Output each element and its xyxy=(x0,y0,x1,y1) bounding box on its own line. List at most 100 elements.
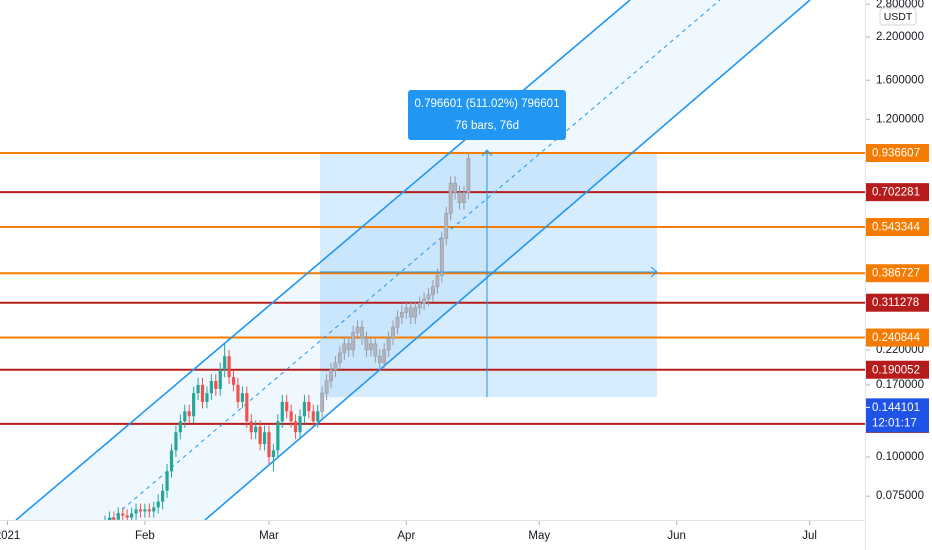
candle-body xyxy=(337,352,342,364)
candle-body xyxy=(258,426,262,445)
candle-body xyxy=(165,471,169,491)
candle-body xyxy=(209,380,213,394)
level-label-box xyxy=(866,144,929,163)
candle-body xyxy=(422,298,426,304)
candle-body xyxy=(245,393,249,422)
y-tick-label: 0.220000 xyxy=(876,344,924,356)
candle-body xyxy=(192,393,196,417)
y-tick-label: 0.075000 xyxy=(876,490,924,502)
channel-fill xyxy=(16,0,810,520)
channel-middle xyxy=(109,0,721,521)
candle-body xyxy=(276,421,280,451)
candle-body xyxy=(200,384,205,402)
candle-body xyxy=(346,343,351,351)
candle-body xyxy=(187,411,191,417)
candle-body xyxy=(130,513,134,518)
candle-body xyxy=(152,507,156,512)
y-tick-label: 1.600000 xyxy=(876,74,924,86)
candle-body xyxy=(236,384,240,402)
candle-body xyxy=(262,432,267,445)
candle-body xyxy=(382,349,387,364)
time-axis xyxy=(0,521,866,550)
level-label-box xyxy=(866,293,929,312)
candle-body xyxy=(116,513,120,520)
candle-body xyxy=(391,326,395,339)
candle-body xyxy=(426,294,431,300)
candle-body xyxy=(457,192,462,203)
candle-body xyxy=(395,316,400,328)
level-label-box xyxy=(866,264,929,283)
candle-body xyxy=(280,401,284,422)
candle-body xyxy=(413,307,418,318)
candle-body xyxy=(267,432,271,458)
candle-body xyxy=(435,275,440,288)
x-tick-label: Jul xyxy=(802,530,817,542)
level-label: 0.190052 xyxy=(872,364,920,376)
measure-arrowhead-v xyxy=(481,149,493,157)
candle-body xyxy=(329,369,333,382)
candle-body xyxy=(417,302,422,309)
candle-body xyxy=(386,337,391,351)
candle-body xyxy=(169,450,174,472)
candle-body xyxy=(360,326,364,339)
candle-body xyxy=(448,182,453,214)
candle-body xyxy=(311,411,315,422)
level-label: 0.936607 xyxy=(872,148,920,160)
candle-body xyxy=(408,307,413,318)
candle-body xyxy=(183,411,187,422)
currency[interactable]: USDT xyxy=(884,11,913,23)
currency-box[interactable] xyxy=(879,7,917,26)
measure-text: 0.796601 (511.02%) 796601 xyxy=(415,98,560,110)
x-tick-label: 2021 xyxy=(0,530,20,542)
level-label: 0.543344 xyxy=(872,222,921,234)
last-price-box xyxy=(866,398,929,433)
candle-body xyxy=(121,513,125,516)
levels xyxy=(0,152,865,425)
candle-body xyxy=(134,509,138,514)
measure-text: 76 bars, 76d xyxy=(455,120,519,132)
candle-body xyxy=(298,416,302,433)
candle-body xyxy=(351,332,356,351)
level-label: 0.240844 xyxy=(872,332,921,344)
candle-body xyxy=(138,509,143,512)
candles xyxy=(103,151,471,532)
x-tick-label: Feb xyxy=(135,530,155,542)
level-label: 0.702281 xyxy=(872,187,920,199)
candle-body xyxy=(342,343,347,354)
candle-body xyxy=(453,182,457,193)
measure-box xyxy=(320,152,657,397)
x-tick-label: Mar xyxy=(259,530,279,542)
channel-lower xyxy=(204,0,811,521)
candle-body xyxy=(289,411,293,422)
candle-body xyxy=(369,343,373,351)
candle-body xyxy=(218,369,222,389)
y-tick-label: 2.200000 xyxy=(876,31,924,43)
candle-body xyxy=(431,286,435,296)
candle-body xyxy=(271,450,276,458)
candle-body xyxy=(196,384,200,394)
y-tick-label: 0.100000 xyxy=(876,451,924,463)
candle-body xyxy=(439,238,444,276)
candle-body xyxy=(214,380,218,389)
y-tick-label: 2.800000 xyxy=(876,0,924,10)
candle-body xyxy=(240,393,244,402)
candle-body xyxy=(355,326,360,333)
candle-body xyxy=(444,213,449,239)
last-price: 0.144101 xyxy=(872,402,920,414)
candle-body xyxy=(161,490,165,502)
candle-body xyxy=(223,356,227,370)
level-label-box xyxy=(866,360,929,379)
candle-body xyxy=(466,158,471,193)
candle-body xyxy=(231,377,236,385)
candle-body xyxy=(293,421,298,433)
candle-body xyxy=(112,517,116,520)
candle-body xyxy=(316,411,320,422)
candle-body xyxy=(147,509,151,512)
candle-body xyxy=(227,356,231,378)
candle-body xyxy=(364,337,369,351)
candle-body xyxy=(143,509,147,512)
candle-body xyxy=(404,307,409,313)
candle-body xyxy=(333,362,338,371)
